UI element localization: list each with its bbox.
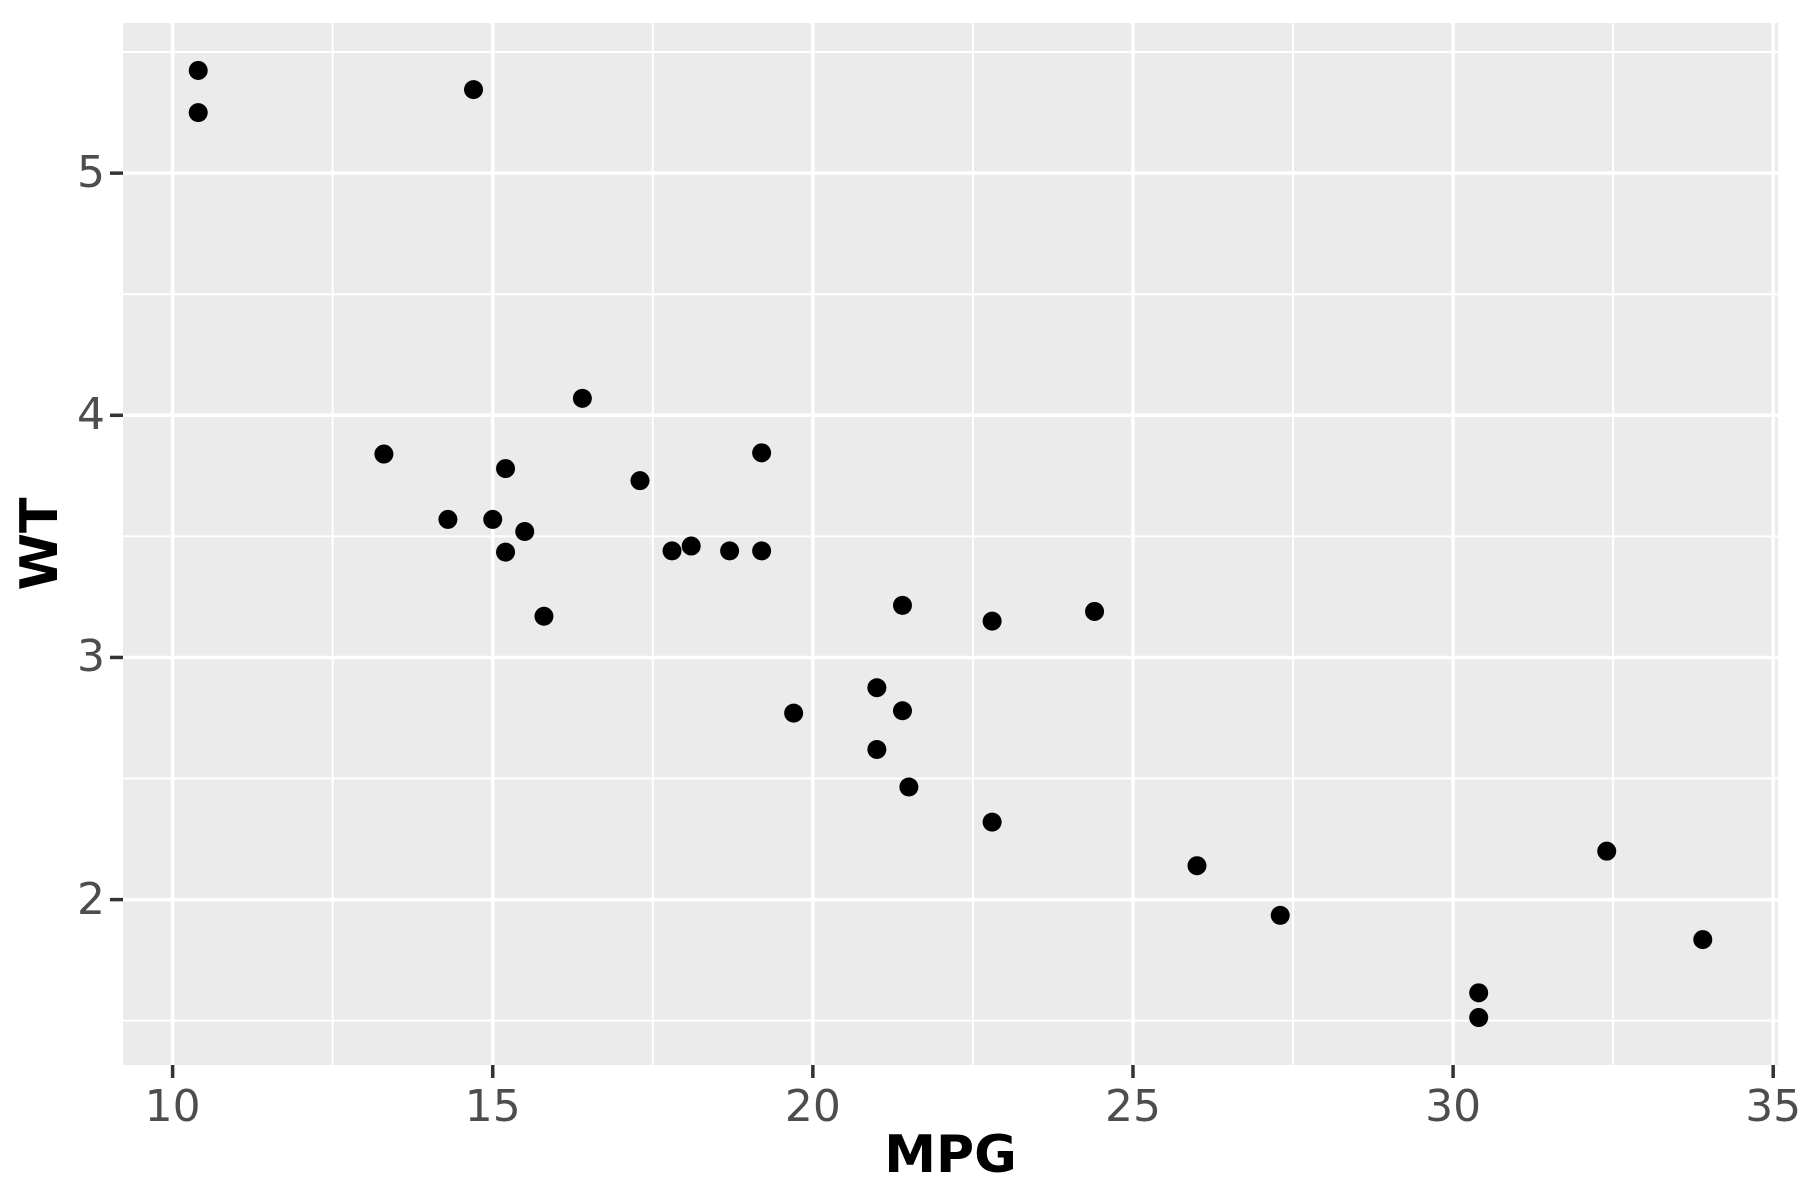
data-point: [630, 471, 650, 491]
data-point: [681, 536, 701, 556]
data-point: [1085, 601, 1105, 621]
data-point: [374, 444, 394, 464]
data-point: [1469, 983, 1489, 1003]
data-point: [515, 522, 535, 542]
data-point: [867, 678, 887, 698]
x-tick-label: 15: [464, 1081, 521, 1132]
x-axis-title: MPG: [884, 1125, 1017, 1185]
data-point: [1597, 841, 1617, 861]
x-tick-label: 20: [784, 1081, 841, 1132]
x-tick-label: 10: [144, 1081, 201, 1132]
x-tick-label: 35: [1745, 1081, 1800, 1132]
data-point: [496, 459, 516, 479]
data-point: [892, 595, 912, 615]
data-point: [752, 541, 772, 561]
data-point: [464, 80, 484, 100]
y-tick-label: 3: [77, 631, 105, 683]
x-tick-label: 30: [1425, 1081, 1482, 1132]
y-axis-title: WT: [10, 497, 70, 591]
y-tick-label: 4: [77, 389, 105, 441]
y-tick-label: 2: [77, 873, 105, 925]
data-point: [572, 388, 592, 408]
data-point: [982, 812, 1002, 832]
data-point: [982, 611, 1002, 631]
data-point: [483, 509, 503, 529]
data-point: [496, 542, 516, 562]
data-point: [438, 509, 458, 529]
data-point: [1693, 930, 1713, 950]
data-point: [1270, 905, 1290, 925]
data-point: [188, 103, 208, 123]
data-point: [752, 443, 772, 463]
data-point: [188, 60, 208, 80]
data-point: [720, 541, 740, 561]
data-point: [892, 701, 912, 721]
x-tick-label: 25: [1104, 1081, 1161, 1132]
data-point: [1187, 856, 1207, 876]
data-point: [867, 739, 887, 759]
data-point: [784, 703, 804, 723]
data-point: [534, 606, 554, 626]
data-point: [662, 541, 682, 561]
plot-panel: [123, 23, 1778, 1065]
y-tick-label: 5: [77, 147, 105, 199]
data-point: [1469, 1008, 1489, 1028]
data-point: [899, 777, 919, 797]
